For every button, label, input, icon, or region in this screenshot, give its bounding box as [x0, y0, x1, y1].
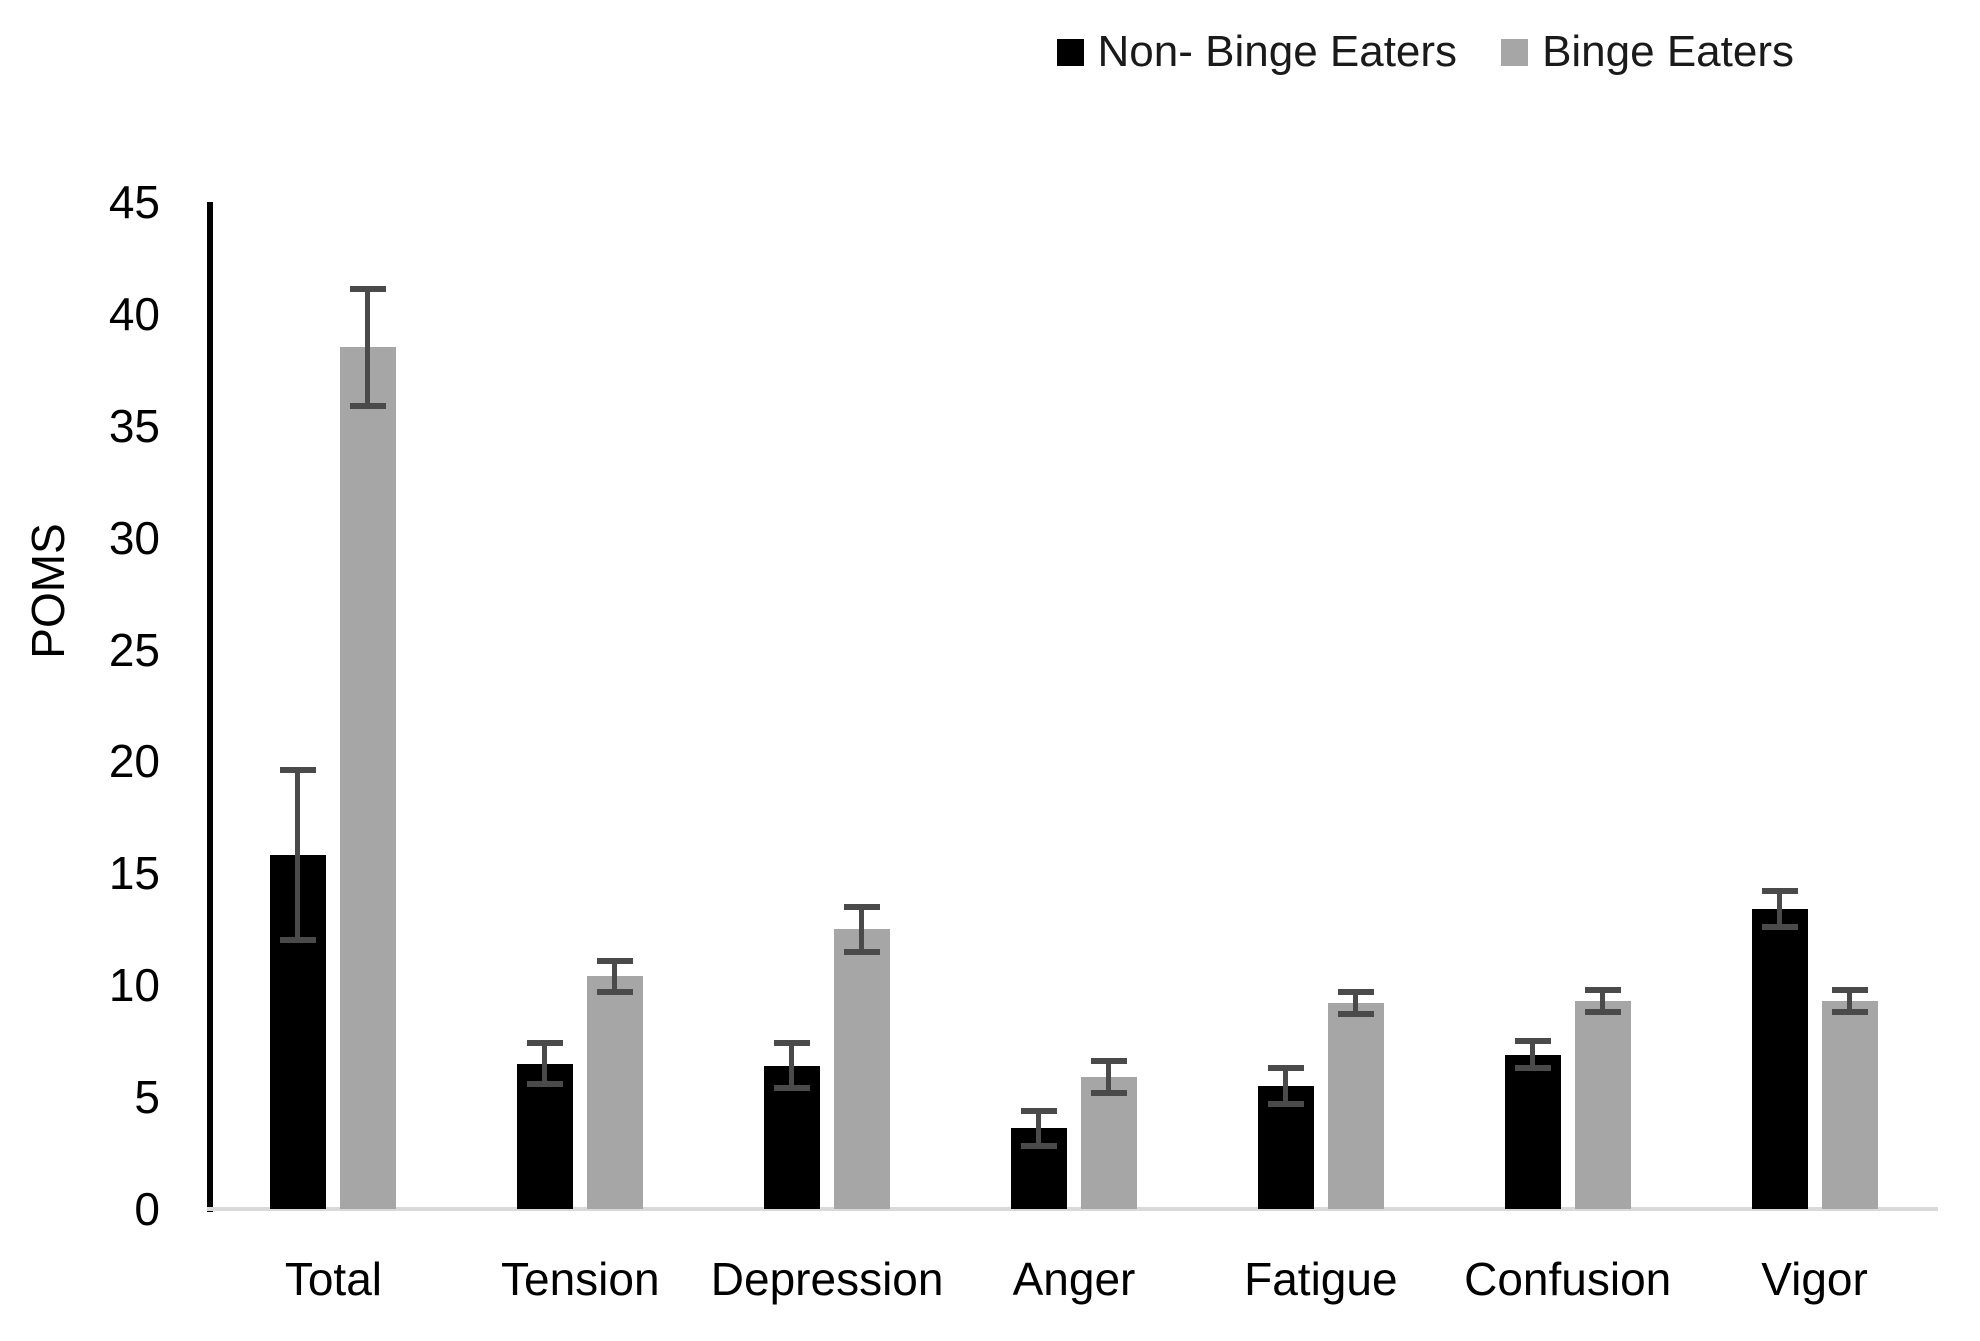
error-bar-binge-eaters-vigor — [1831, 986, 1868, 1016]
legend-swatch-binge-eaters-icon — [1501, 38, 1529, 66]
error-bar-non-binge-eaters-tension — [527, 1040, 564, 1087]
x-category-label-vigor: Vigor — [1761, 1253, 1868, 1305]
error-bar-part — [280, 937, 317, 944]
error-bar-part — [1352, 991, 1358, 1015]
y-tick-label: 5 — [134, 1071, 160, 1124]
error-bar-binge-eaters-total — [350, 286, 387, 409]
legend-swatch-non-binge-eaters-icon — [1056, 38, 1084, 66]
error-bar-non-binge-eaters-anger — [1021, 1107, 1057, 1150]
error-bar-part — [295, 770, 301, 941]
error-bar-part — [527, 1080, 564, 1087]
error-bar-part — [1831, 1009, 1868, 1016]
y-tick-label: 0 — [134, 1183, 160, 1235]
chart-legend: Non- Binge Eaters Binge Eaters — [1056, 27, 1794, 76]
error-bar-part — [1267, 1100, 1304, 1107]
y-tick-label: 40 — [108, 287, 160, 340]
bar-binge-eaters-vigor — [1821, 1000, 1878, 1209]
error-bar-part — [1337, 1011, 1374, 1018]
error-bar-part — [1846, 989, 1852, 1013]
bar-non-binge-eaters-tension — [517, 1063, 574, 1209]
y-tick-label: 45 — [108, 176, 160, 228]
error-bar-part — [1106, 1061, 1111, 1093]
error-bar-part — [774, 1085, 811, 1092]
error-bar-binge-eaters-tension — [597, 957, 634, 995]
y-tick-label: 15 — [108, 847, 160, 900]
error-bar-non-binge-eaters-confusion — [1514, 1038, 1551, 1071]
error-bar-part — [542, 1043, 548, 1084]
bar-binge-eaters-total — [340, 347, 397, 1209]
error-bar-part — [789, 1043, 795, 1089]
error-bar-part — [1529, 1041, 1535, 1068]
y-tick-label: 10 — [108, 959, 160, 1012]
error-bar-part — [1021, 1143, 1057, 1150]
legend-item-binge-eaters: Binge Eaters — [1501, 27, 1794, 76]
error-bar-binge-eaters-anger — [1091, 1058, 1127, 1096]
error-bar-part — [365, 289, 371, 406]
bar-binge-eaters-depression — [834, 929, 891, 1209]
legend-item-non-binge-eaters: Non- Binge Eaters — [1056, 27, 1458, 76]
error-bar-part — [350, 402, 387, 409]
bar-binge-eaters-tension — [587, 976, 644, 1209]
y-tick-label: 35 — [108, 399, 160, 452]
error-bar-binge-eaters-depression — [844, 903, 881, 955]
y-axis-line — [207, 202, 213, 1212]
x-axis-line — [207, 1207, 1938, 1211]
bar-binge-eaters-confusion — [1574, 1000, 1631, 1209]
bar-binge-eaters-fatigue — [1327, 1003, 1384, 1209]
error-bar-part — [1036, 1110, 1041, 1147]
legend-label-non-binge-eaters: Non- Binge Eaters — [1097, 27, 1458, 76]
error-bar-binge-eaters-fatigue — [1337, 988, 1374, 1018]
x-category-label-fatigue: Fatigue — [1244, 1253, 1398, 1305]
error-bar-non-binge-eaters-vigor — [1761, 888, 1798, 931]
bar-non-binge-eaters-vigor — [1751, 909, 1808, 1209]
legend-label-binge-eaters: Binge Eaters — [1542, 27, 1794, 76]
error-bar-part — [1514, 1065, 1551, 1071]
error-bar-part — [1599, 989, 1605, 1013]
y-tick-label: 20 — [108, 735, 160, 788]
x-category-label-total: Total — [284, 1253, 382, 1305]
y-tick-label: 25 — [108, 623, 160, 676]
bar-binge-eaters-anger — [1081, 1076, 1137, 1209]
error-bar-binge-eaters-confusion — [1584, 986, 1621, 1016]
bar-non-binge-eaters-confusion — [1504, 1054, 1561, 1209]
error-bar-part — [1091, 1089, 1127, 1096]
x-category-label-anger: Anger — [1012, 1253, 1136, 1305]
x-category-label-depression: Depression — [710, 1253, 944, 1305]
x-category-label-confusion: Confusion — [1464, 1253, 1672, 1305]
error-bar-part — [859, 906, 865, 952]
y-tick-label: 30 — [108, 511, 160, 564]
error-bar-part — [1282, 1068, 1288, 1104]
x-category-label-tension: Tension — [500, 1253, 660, 1305]
error-bar-part — [597, 988, 634, 995]
error-bar-part — [1584, 1009, 1621, 1016]
error-bar-non-binge-eaters-total — [280, 767, 317, 944]
error-bar-part — [1776, 891, 1782, 928]
error-bar-part — [1761, 924, 1798, 931]
error-bar-part — [844, 948, 881, 955]
error-bar-non-binge-eaters-fatigue — [1267, 1065, 1304, 1107]
error-bar-part — [612, 960, 618, 992]
error-bar-non-binge-eaters-depression — [774, 1040, 811, 1092]
